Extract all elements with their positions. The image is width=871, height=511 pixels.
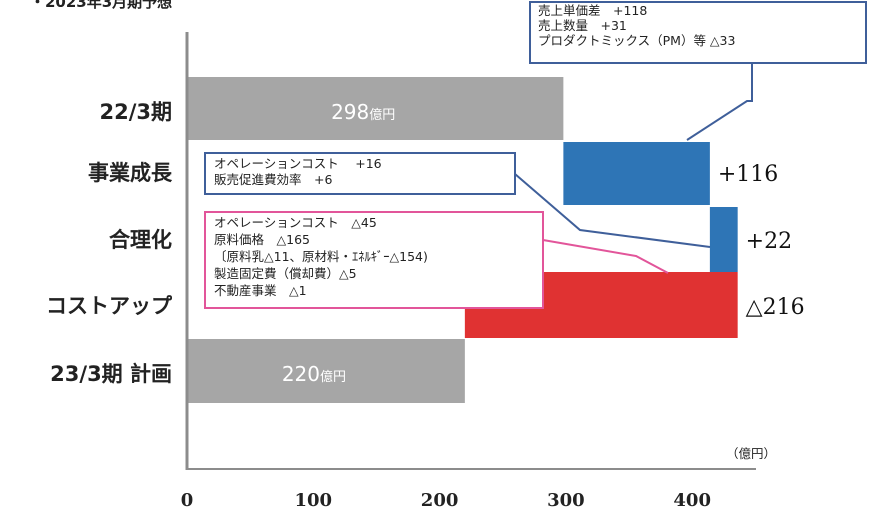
x-tick-label-4: 400: [673, 490, 711, 511]
annotation-line: オペレーションコスト △45: [214, 215, 377, 230]
category-label-3: コストアップ: [46, 294, 173, 318]
annotation-line: 販売促進費効率 +6: [214, 172, 332, 187]
annotation-line: 売上単価差 +118: [538, 3, 647, 18]
annotation-line: 不動産事業 △1: [214, 283, 307, 298]
category-label-2: 合理化: [109, 228, 172, 252]
annotation-line: 売上数量 +31: [538, 18, 627, 33]
category-label-1: 事業成長: [88, 161, 173, 185]
x-tick-label-2: 200: [421, 490, 459, 511]
annotation-connector-1: [514, 173, 711, 248]
x-tick-label-1: 100: [295, 490, 333, 511]
unit-label: （億円）: [726, 446, 776, 461]
bar-4: [187, 339, 465, 403]
x-tick-label-0: 0: [181, 490, 194, 511]
annotation-line: 製造固定費（償却費）△5: [214, 266, 357, 281]
annotation-line: 原料価格 △165: [214, 232, 310, 247]
x-axis: 0 100 200 300 400: [181, 32, 756, 511]
bar-value-label-2: +22: [746, 229, 792, 254]
bar-2: [709, 207, 738, 272]
annotation-connector-0: [686, 63, 753, 141]
bar-value-label-1: +116: [718, 162, 778, 187]
annotation-line: プロダクトミックス（PM）等 △33: [538, 33, 735, 48]
bar-1: [563, 142, 710, 205]
annotation-box-sales: [529, 1, 867, 64]
annotation-box-cost: [204, 211, 544, 309]
annotation-line: 〔原料乳△11、原材料・ｴﾈﾙｷﾞｰ△154): [214, 249, 428, 264]
bar-value-label-0: 298億円: [331, 100, 395, 124]
bar-0: [187, 77, 564, 140]
annotation-connector-2: [542, 239, 669, 274]
x-tick-label-3: 300: [547, 490, 585, 511]
annotation-line: オペレーションコスト +16: [214, 156, 382, 171]
category-label-0: 22/3期: [99, 100, 172, 124]
chart-header: ・2023年3月期予想: [30, 0, 172, 11]
annotation-cost: オペレーションコスト △45 原料価格 △165 〔原料乳△11、原材料・ｴﾈﾙｷﾞ…: [204, 211, 544, 309]
bar-value-label-4: 220億円: [282, 362, 346, 386]
bar-value-label-3: △216: [746, 295, 805, 320]
annotation-box-growth: [204, 152, 516, 195]
category-label-4: 23/3期 計画: [50, 362, 172, 386]
